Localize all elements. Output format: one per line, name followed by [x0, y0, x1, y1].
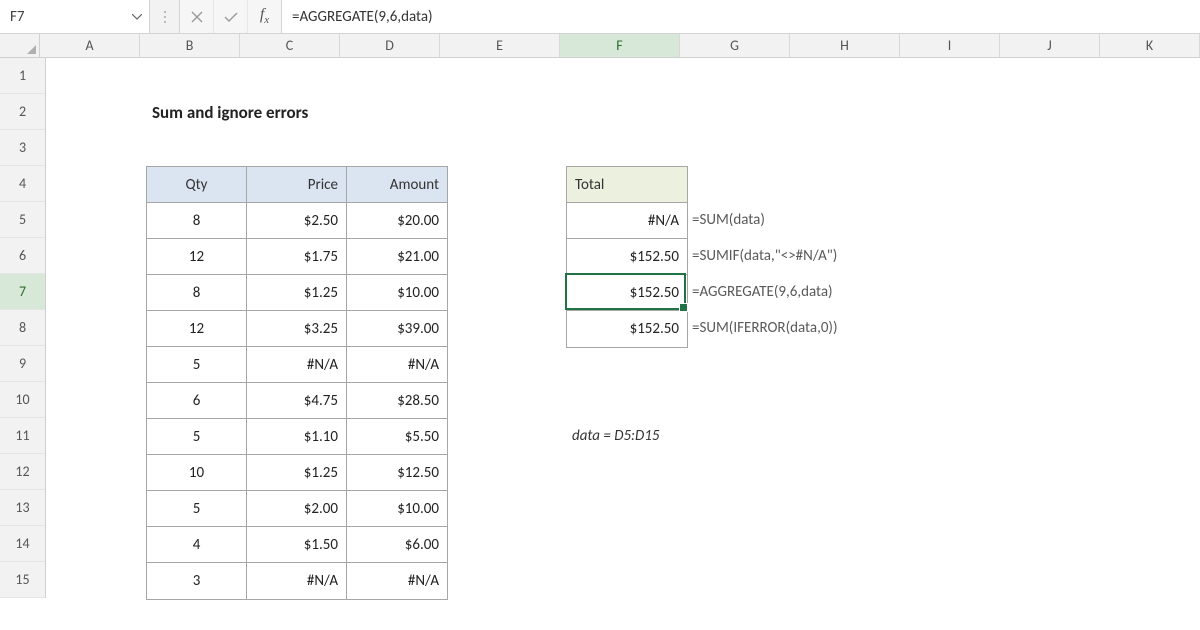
row-header[interactable]: 14 [0, 526, 45, 562]
row-header[interactable]: 13 [0, 490, 45, 526]
table-header-cell[interactable]: Total [567, 167, 687, 203]
table-cell[interactable]: 6 [147, 383, 247, 419]
row-header[interactable]: 3 [0, 130, 45, 166]
cancel-button[interactable] [180, 0, 214, 33]
page-title: Sum and ignore errors [146, 94, 546, 130]
table-cell[interactable]: $28.50 [347, 383, 447, 419]
column-header[interactable]: D [340, 34, 440, 57]
insert-function-button[interactable]: fx [248, 0, 282, 33]
row-header[interactable]: 10 [0, 382, 45, 418]
row-header[interactable]: 6 [0, 238, 45, 274]
table-cell[interactable]: $3.25 [247, 311, 347, 347]
table-cell[interactable]: $1.75 [247, 239, 347, 275]
formula-label: =SUM(data) [686, 202, 1006, 238]
table-cell[interactable]: $10.00 [347, 275, 447, 311]
column-header[interactable]: F [560, 34, 680, 57]
row-header[interactable]: 8 [0, 310, 45, 346]
row-header[interactable]: 7 [0, 274, 45, 310]
name-box-value: F7 [0, 8, 125, 26]
column-header[interactable]: E [440, 34, 560, 57]
row-header[interactable]: 4 [0, 166, 45, 202]
table-cell[interactable]: 10 [147, 455, 247, 491]
table-header-cell[interactable]: Qty [147, 167, 247, 203]
table-cell[interactable]: $152.50 [567, 311, 687, 347]
column-headers: ABCDEFGHIJK [0, 34, 1200, 58]
table-cell[interactable]: $39.00 [347, 311, 447, 347]
select-all-corner[interactable] [0, 34, 40, 57]
table-cell[interactable]: $152.50 [567, 275, 687, 311]
table-cell[interactable]: 5 [147, 419, 247, 455]
table-cell[interactable]: #N/A [567, 203, 687, 239]
formula-label: =SUMIF(data,"<>#N/A") [686, 238, 1006, 274]
formula-text: =AGGREGATE(9,6,data) [292, 8, 433, 26]
row-header[interactable]: 9 [0, 346, 45, 382]
table-cell[interactable]: $1.25 [247, 455, 347, 491]
formula-bar: F7 fx =AGGREGATE(9,6,data) [0, 0, 1200, 34]
table-cell[interactable]: 3 [147, 563, 247, 599]
row-header[interactable]: 2 [0, 94, 45, 130]
column-header[interactable]: G [680, 34, 790, 57]
column-header[interactable]: J [1000, 34, 1100, 57]
row-headers: 123456789101112131415 [0, 58, 46, 598]
table-cell[interactable]: $21.00 [347, 239, 447, 275]
table-cell[interactable]: #N/A [247, 563, 347, 599]
data-table: QtyPriceAmount 8$2.50$20.00 12$1.75$21.00 8… [146, 166, 448, 600]
formula-input[interactable]: =AGGREGATE(9,6,data) [282, 0, 1200, 33]
table-cell[interactable]: 5 [147, 491, 247, 527]
formula-bar-divider [150, 0, 180, 33]
row-header[interactable]: 5 [0, 202, 45, 238]
table-header-cell[interactable]: Amount [347, 167, 447, 203]
table-cell[interactable]: $6.00 [347, 527, 447, 563]
row-header[interactable]: 12 [0, 454, 45, 490]
row-header[interactable]: 11 [0, 418, 45, 454]
spreadsheet-grid: ABCDEFGHIJK 123456789101112131415 Sum an… [0, 34, 1200, 598]
column-header[interactable]: I [900, 34, 1000, 57]
table-cell[interactable]: $10.00 [347, 491, 447, 527]
table-cell[interactable]: $2.00 [247, 491, 347, 527]
table-cell[interactable]: 5 [147, 347, 247, 383]
table-cell[interactable]: $5.50 [347, 419, 447, 455]
table-cell[interactable]: $20.00 [347, 203, 447, 239]
table-cell[interactable]: $152.50 [567, 239, 687, 275]
table-cell[interactable]: #N/A [347, 563, 447, 599]
row-header[interactable]: 15 [0, 562, 45, 598]
fx-icon: fx [260, 6, 269, 26]
row-header[interactable]: 1 [0, 58, 45, 94]
column-header[interactable]: A [40, 34, 140, 57]
column-header[interactable]: B [140, 34, 240, 57]
name-box-dropdown-icon[interactable] [125, 14, 149, 20]
table-cell[interactable]: 8 [147, 275, 247, 311]
data-table: Total#N/A$152.50$152.50$152.50 [566, 166, 688, 348]
table-cell[interactable]: $1.10 [247, 419, 347, 455]
table-cell[interactable]: #N/A [247, 347, 347, 383]
table-cell[interactable]: $2.50 [247, 203, 347, 239]
table-cell[interactable]: 4 [147, 527, 247, 563]
formula-label: =SUM(IFERROR(data,0)) [686, 310, 1006, 346]
cells-area[interactable]: Sum and ignore errors QtyPriceAmount 8$2.5… [46, 58, 1200, 598]
range-note: data = D5:D15 [566, 418, 826, 454]
table-cell[interactable]: $1.50 [247, 527, 347, 563]
column-header[interactable]: H [790, 34, 900, 57]
table-cell[interactable]: 8 [147, 203, 247, 239]
table-cell[interactable]: $4.75 [247, 383, 347, 419]
column-header[interactable]: K [1100, 34, 1200, 57]
table-cell[interactable]: $12.50 [347, 455, 447, 491]
enter-button[interactable] [214, 0, 248, 33]
table-cell[interactable]: 12 [147, 239, 247, 275]
formula-label: =AGGREGATE(9,6,data) [686, 274, 1006, 310]
table-cell[interactable]: #N/A [347, 347, 447, 383]
table-header-cell[interactable]: Price [247, 167, 347, 203]
table-cell[interactable]: 12 [147, 311, 247, 347]
column-header[interactable]: C [240, 34, 340, 57]
table-cell[interactable]: $1.25 [247, 275, 347, 311]
name-box[interactable]: F7 [0, 0, 150, 33]
